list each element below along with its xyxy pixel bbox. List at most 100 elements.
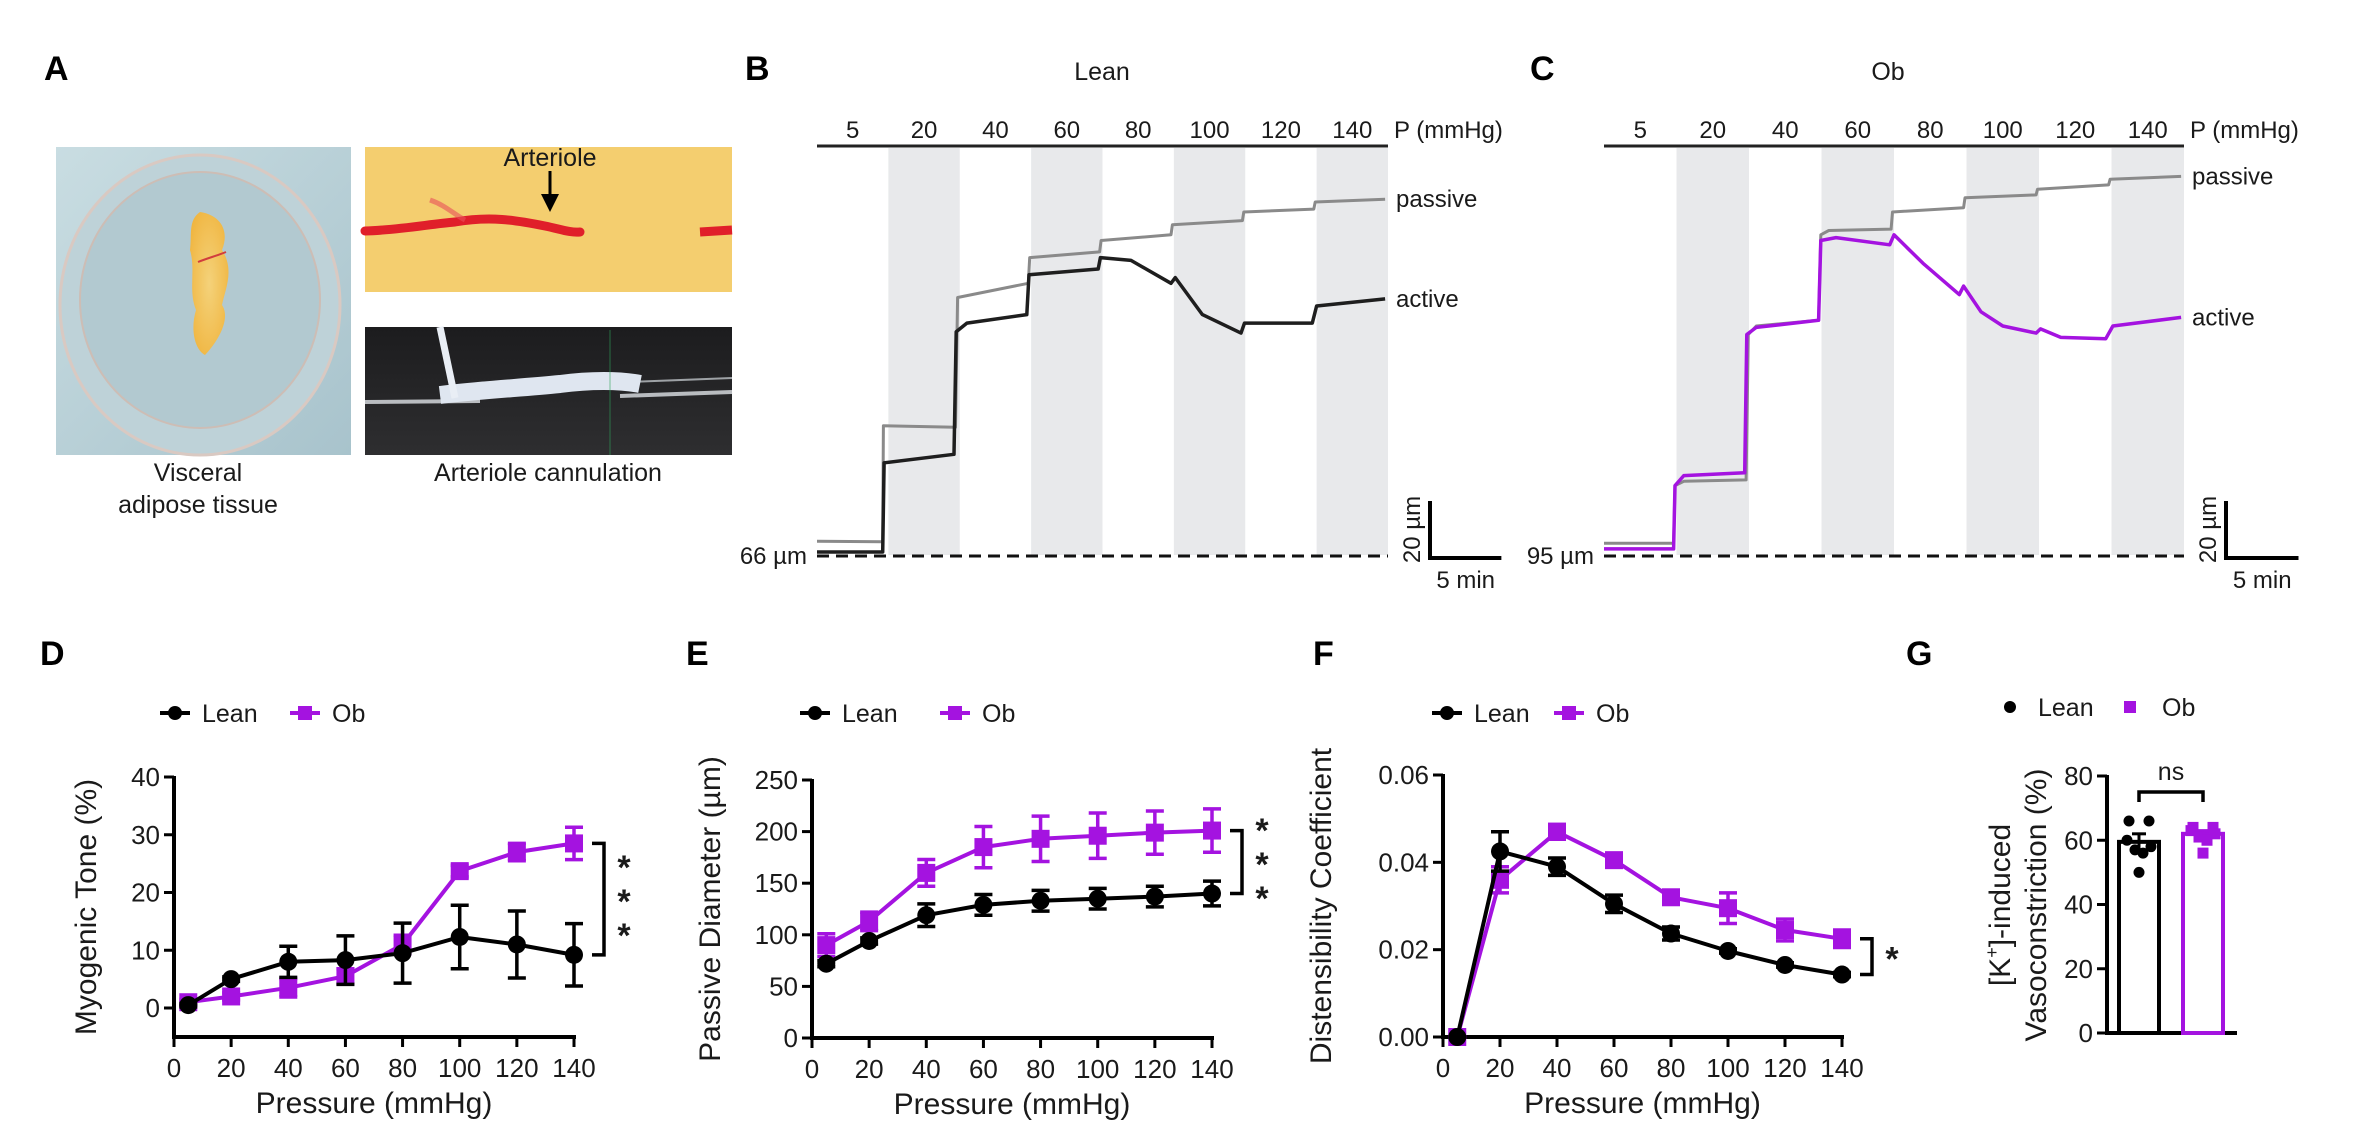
y-tick-label: 0 <box>146 993 160 1023</box>
data-point-lean <box>1145 887 1164 906</box>
y-tick-label: 0.02 <box>1378 935 1429 965</box>
series-line-ob <box>825 828 1213 947</box>
pressure-step-label: 100 <box>1190 117 1230 144</box>
baseline-label: 66 µm <box>740 543 807 570</box>
arteriole-annotation: Arteriole <box>503 144 596 172</box>
arrow-head-icon <box>541 194 559 212</box>
x-tick-label: 60 <box>331 1053 360 1083</box>
pressure-step-shade <box>1173 148 1246 555</box>
data-point-lean <box>222 970 241 989</box>
baseline-label: 95 µm <box>1527 543 1594 570</box>
pressure-step-shade <box>1821 148 1894 555</box>
x-tick-label: 140 <box>1820 1053 1863 1083</box>
x-tick-label: 20 <box>855 1054 884 1084</box>
pressure-step-label: 120 <box>1261 117 1301 144</box>
pressure-step-shade <box>1676 148 1749 555</box>
x-tick-label: 40 <box>274 1053 303 1083</box>
trace-active <box>1604 233 2182 551</box>
significance-star: * <box>617 917 631 955</box>
x-tick-label: 140 <box>552 1053 595 1083</box>
significance-bracket <box>1230 828 1244 896</box>
x-tick-label: 120 <box>1133 1054 1176 1084</box>
significance-star: * <box>617 883 631 921</box>
pressure-axis-label: P (mmHg) <box>1394 117 1503 144</box>
data-point-lean <box>1031 891 1050 910</box>
pressure-step-label: 40 <box>1772 117 1799 144</box>
x-tick-label: 20 <box>217 1053 246 1083</box>
data-point-lean <box>2121 834 2133 846</box>
panel-label-e: E <box>686 635 709 673</box>
scale-bar-vertical-label: 20 µm <box>2195 496 2222 563</box>
trace-label-passive: passive <box>1396 186 1477 213</box>
data-point-lean <box>1662 924 1680 943</box>
data-point-lean <box>974 895 993 914</box>
legend-label-ob: Ob <box>332 700 365 728</box>
x-tick-label: 80 <box>1026 1054 1055 1084</box>
y-tick-label: 40 <box>131 762 160 792</box>
panel-d-myogenic-tone: D Lean Ob 0 10 20 30 40 0 20 40 60 80 100 120 140 Pressu… <box>40 635 631 1120</box>
legend-label-lean: Lean <box>1474 700 1530 728</box>
y-tick-label: 10 <box>131 935 160 965</box>
panel-f-distensibility: F Lean Ob 0.00 0.02 0.04 0.06 0 20 40 60 80 100 120 14… <box>1305 635 1899 1120</box>
pressure-step-shade <box>888 148 960 555</box>
legend-marker-square-icon <box>1562 706 1576 720</box>
data-point-lean <box>1776 955 1794 974</box>
pressure-step-label: 100 <box>1983 117 2023 144</box>
trace-active <box>817 255 1386 554</box>
pressure-step-label: 40 <box>982 117 1009 144</box>
pressure-axis-label: P (mmHg) <box>2190 117 2299 144</box>
significance-bracket <box>2137 790 2205 802</box>
legend-label-ob: Ob <box>1596 700 1629 728</box>
x-tick-label: 60 <box>969 1054 998 1084</box>
photo-visceral-adipose-tissue <box>56 147 351 457</box>
data-point-lean <box>860 931 879 950</box>
data-point-ob <box>1776 921 1794 940</box>
x-tick-label: 120 <box>1763 1053 1806 1083</box>
y-axis-title: Passive Diameter (µm) <box>694 756 727 1062</box>
y-tick-label: 80 <box>2064 761 2093 791</box>
x-tick-label: 80 <box>388 1053 417 1083</box>
data-point-ob <box>1031 829 1050 848</box>
pressure-step-label: 120 <box>2055 117 2095 144</box>
caption-visceral: Visceral <box>154 459 242 487</box>
legend-label-lean: Lean <box>2038 694 2094 722</box>
panel-b-lean-trace: B Lean 5 20 40 60 80 100 120 140 P (mmHg) 66 µm pass… <box>740 50 1503 594</box>
panel-label-f: F <box>1313 635 1334 673</box>
data-point-ob <box>817 936 836 955</box>
data-point-lean <box>1833 965 1851 984</box>
x-tick-label: 100 <box>438 1053 481 1083</box>
trace-label-active: active <box>2192 304 2255 331</box>
legend-label-ob: Ob <box>982 700 1015 728</box>
legend-marker-circle-icon <box>1440 706 1454 720</box>
pressure-step-label: 20 <box>1699 117 1726 144</box>
y-axis-title-rest: ]-induced <box>1984 824 2017 947</box>
data-point-lean <box>2145 841 2157 853</box>
data-point-ob <box>2201 834 2213 846</box>
significance-bracket <box>1860 937 1874 977</box>
significance-star: * <box>1255 880 1269 918</box>
y-tick-label: 0.04 <box>1378 847 1429 877</box>
significance-star: * <box>1255 846 1269 884</box>
pressure-step-label: 140 <box>1332 117 1372 144</box>
trace-title: Ob <box>1871 58 1904 86</box>
caption-adipose-tissue: adipose tissue <box>118 491 278 519</box>
data-point-lean <box>1548 857 1566 876</box>
data-point-ob <box>2193 831 2205 843</box>
x-axis-title: Pressure (mmHg) <box>256 1087 493 1120</box>
x-tick-label: 40 <box>1543 1053 1572 1083</box>
trace-label-passive: passive <box>2192 163 2273 190</box>
data-point-lean <box>1203 884 1221 903</box>
data-point-lean <box>2133 866 2145 878</box>
series-line-ob <box>1455 829 1843 1038</box>
data-point-lean <box>1491 842 1509 861</box>
x-tick-label: 120 <box>495 1053 538 1083</box>
data-point-lean <box>507 935 526 954</box>
y-tick-label: 200 <box>755 817 798 847</box>
legend-marker-square-icon <box>2124 701 2136 713</box>
y-tick-label: 100 <box>755 920 798 950</box>
panel-e-passive-diameter: E Lean Ob 0 50 100 150 200 250 0 20 40 60 80 100 120 140… <box>686 635 1269 1121</box>
significance-bracket <box>592 841 606 957</box>
x-tick-label: 0 <box>805 1054 819 1084</box>
data-point-lean <box>1719 941 1737 960</box>
x-tick-label: 20 <box>1486 1053 1515 1083</box>
